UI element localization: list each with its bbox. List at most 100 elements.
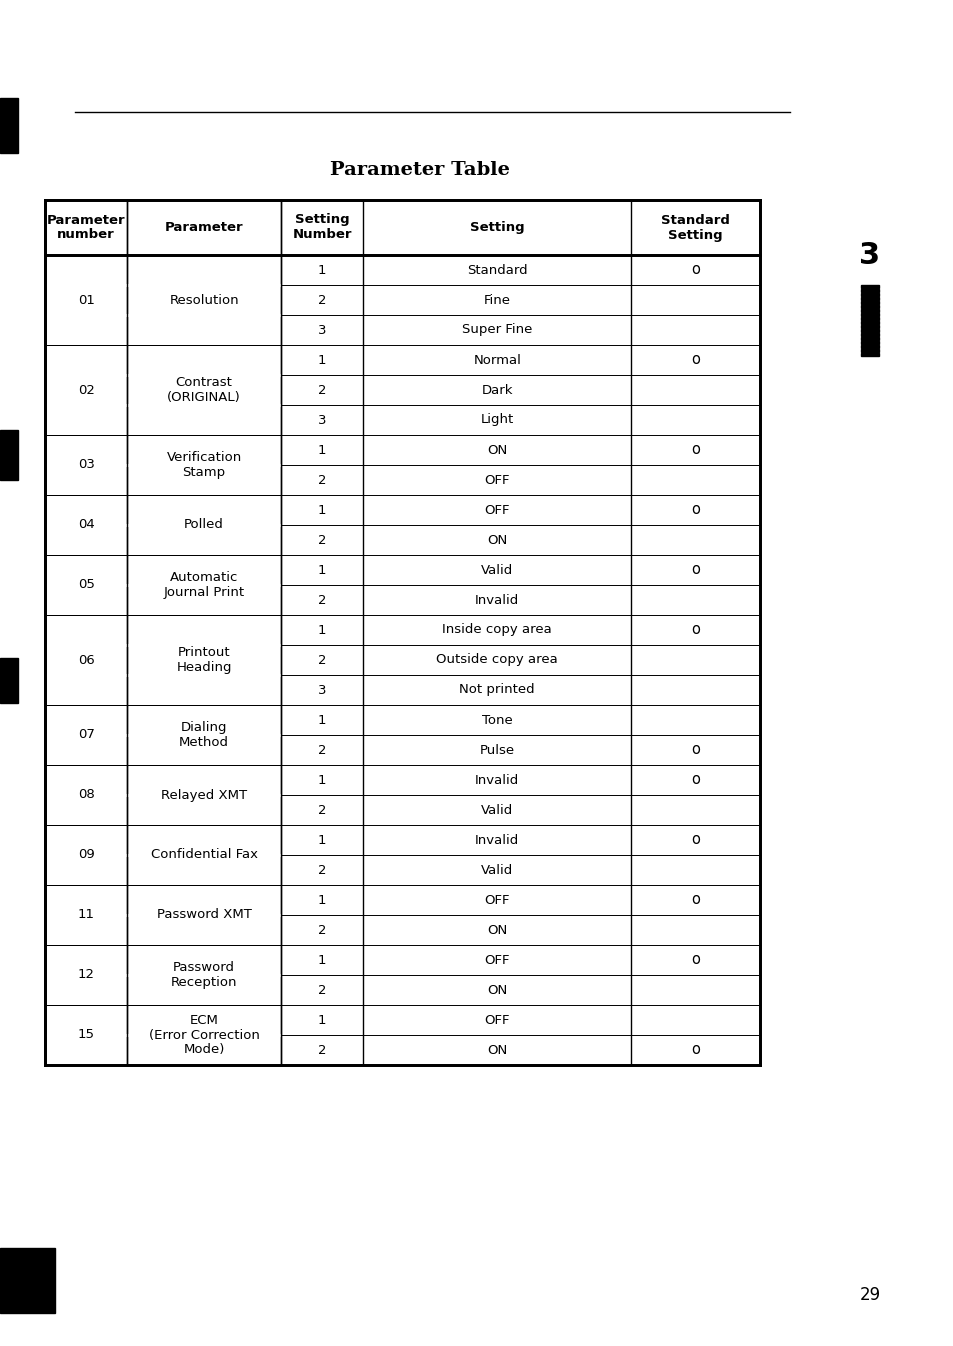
Bar [861, 318, 878, 320]
Text: 3: 3 [859, 241, 880, 269]
Text: Password
Reception: Password Reception [171, 961, 237, 989]
Text: Password XMT: Password XMT [156, 909, 252, 922]
Text: 09: 09 [77, 848, 94, 861]
Text: Setting
Number: Setting Number [292, 214, 352, 241]
Text: 2: 2 [317, 384, 326, 397]
Text: Fine: Fine [483, 293, 510, 307]
Text: o: o [691, 892, 700, 907]
Text: 1: 1 [317, 774, 326, 786]
Text: o: o [691, 953, 700, 968]
Text: Contrast
(ORIGINAL): Contrast (ORIGINAL) [167, 376, 241, 404]
Bar [861, 297, 878, 300]
Text: 04: 04 [77, 518, 94, 532]
Text: 1: 1 [317, 1014, 326, 1027]
Text: Invalid: Invalid [475, 833, 518, 847]
Text: 2: 2 [317, 864, 326, 876]
Text: 2: 2 [317, 923, 326, 937]
Text: 12: 12 [77, 969, 94, 981]
Bar [861, 314, 878, 316]
Text: 3: 3 [317, 323, 326, 336]
Text: 03: 03 [77, 459, 94, 471]
Text: ECM
(Error Correction
Mode): ECM (Error Correction Mode) [149, 1014, 259, 1057]
Text: 2: 2 [317, 984, 326, 996]
Text: Normal: Normal [473, 354, 520, 366]
Bar [861, 353, 878, 355]
Bar [861, 310, 878, 312]
Text: 1: 1 [317, 833, 326, 847]
Text: Valid: Valid [480, 804, 513, 817]
Text: Not printed: Not printed [459, 684, 535, 696]
Text: Automatic
Journal Print: Automatic Journal Print [163, 571, 244, 599]
Bar [861, 306, 878, 308]
Text: Invalid: Invalid [475, 774, 518, 786]
Bar [861, 345, 878, 349]
Text: 1: 1 [317, 503, 326, 517]
Text: Confidential Fax: Confidential Fax [151, 848, 257, 861]
Text: 2: 2 [317, 743, 326, 756]
Text: 2: 2 [317, 594, 326, 607]
Text: o: o [691, 262, 700, 277]
Text: 29: 29 [859, 1285, 880, 1304]
Text: 3: 3 [317, 684, 326, 696]
Text: 08: 08 [77, 789, 94, 801]
Bar [861, 324, 878, 328]
Text: 1: 1 [317, 894, 326, 906]
Text: OFF: OFF [484, 894, 510, 906]
Text: 1: 1 [317, 264, 326, 276]
Bar [861, 293, 878, 296]
Text: Valid: Valid [480, 564, 513, 576]
Bar [0, 1248, 55, 1312]
Bar [0, 429, 18, 481]
Text: ON: ON [487, 984, 507, 996]
Text: Standard
Setting: Standard Setting [660, 214, 729, 241]
Bar [861, 328, 878, 332]
Text: Parameter: Parameter [165, 221, 243, 234]
Bar [861, 320, 878, 324]
Bar [0, 657, 18, 703]
Text: o: o [691, 832, 700, 848]
Text: Dialing
Method: Dialing Method [179, 721, 229, 748]
Text: ON: ON [487, 533, 507, 546]
Text: OFF: OFF [484, 1014, 510, 1027]
Text: 1: 1 [317, 953, 326, 966]
Text: o: o [691, 743, 700, 758]
Bar [861, 332, 878, 336]
Text: ON: ON [487, 1043, 507, 1057]
Text: 3: 3 [317, 413, 326, 427]
Text: 05: 05 [77, 579, 94, 591]
Bar [45, 201, 760, 1065]
Text: Relayed XMT: Relayed XMT [161, 789, 247, 801]
Text: 07: 07 [77, 728, 94, 742]
Text: Dark: Dark [481, 384, 513, 397]
Text: OFF: OFF [484, 953, 510, 966]
Bar [861, 336, 878, 341]
Text: 02: 02 [77, 384, 94, 397]
Text: Parameter
number: Parameter number [47, 214, 125, 241]
Text: Parameter Table: Parameter Table [330, 162, 510, 179]
Text: Polled: Polled [184, 518, 224, 532]
Text: Tone: Tone [481, 713, 512, 727]
Bar [861, 302, 878, 304]
Text: 01: 01 [77, 293, 94, 307]
Text: Inside copy area: Inside copy area [442, 623, 552, 637]
Text: Light: Light [480, 413, 514, 427]
Text: 2: 2 [317, 804, 326, 817]
Text: 2: 2 [317, 1043, 326, 1057]
Text: Super Fine: Super Fine [461, 323, 532, 336]
Text: ON: ON [487, 443, 507, 456]
Text: o: o [691, 563, 700, 577]
Text: o: o [691, 502, 700, 517]
Text: Pulse: Pulse [479, 743, 515, 756]
Text: Resolution: Resolution [169, 293, 238, 307]
Text: o: o [691, 1043, 700, 1058]
Text: 2: 2 [317, 654, 326, 666]
Text: 1: 1 [317, 623, 326, 637]
Text: 1: 1 [317, 564, 326, 576]
Text: Outside copy area: Outside copy area [436, 654, 558, 666]
Bar [861, 289, 878, 292]
Text: 1: 1 [317, 354, 326, 366]
Text: Valid: Valid [480, 864, 513, 876]
Text: OFF: OFF [484, 474, 510, 486]
Bar [861, 341, 878, 345]
Text: o: o [691, 443, 700, 458]
